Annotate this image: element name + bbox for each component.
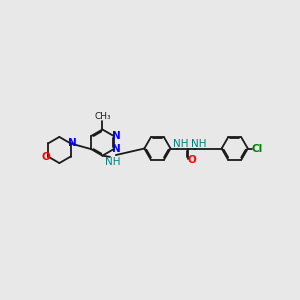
Text: NH: NH <box>105 157 121 167</box>
Text: Cl: Cl <box>252 143 263 154</box>
Text: N: N <box>112 131 121 141</box>
Text: N: N <box>112 144 121 154</box>
Text: O: O <box>188 155 197 165</box>
Text: NH: NH <box>173 139 188 149</box>
Text: NH: NH <box>191 139 206 149</box>
Text: CH₃: CH₃ <box>94 112 111 121</box>
Text: O: O <box>42 152 50 161</box>
Text: N: N <box>68 139 77 148</box>
